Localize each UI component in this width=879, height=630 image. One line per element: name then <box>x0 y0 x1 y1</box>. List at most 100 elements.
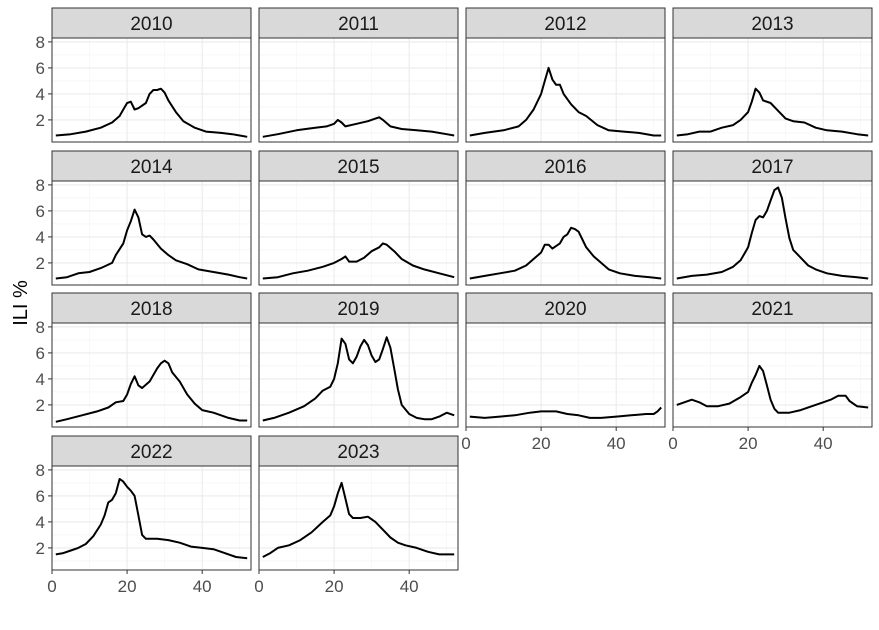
facet-panel-2011: 2011 <box>258 7 459 143</box>
panel-background <box>466 323 665 427</box>
facet-strip-label: 2012 <box>544 14 586 35</box>
facet-strip-label: 2014 <box>130 157 173 178</box>
facet-strip <box>672 292 873 324</box>
facet-strip <box>51 435 252 467</box>
panel-background <box>52 323 251 427</box>
series-line-2011 <box>262 116 455 138</box>
facet-strip-label: 2011 <box>338 14 379 35</box>
panel-background <box>259 181 458 285</box>
facet-strip <box>51 292 252 324</box>
facet-strip <box>465 150 666 182</box>
facet-strip-label: 2020 <box>544 299 586 320</box>
x-tick-label: 0 <box>461 434 470 453</box>
y-tick-label: 6 <box>36 487 45 506</box>
y-tick-label: 8 <box>36 318 45 337</box>
panel-border <box>672 322 873 428</box>
panel-background <box>673 38 872 142</box>
series-line-2019 <box>262 336 455 422</box>
panel-border <box>672 37 873 143</box>
facet-strip-label: 2015 <box>337 157 379 178</box>
x-tick-label: 20 <box>325 577 344 596</box>
facet-panel-2017: 2017 <box>672 150 873 286</box>
series-line-2022 <box>55 478 248 560</box>
y-tick-label: 6 <box>36 344 45 363</box>
panel-border <box>51 465 252 571</box>
panel-background <box>466 181 665 285</box>
facet-strip-label: 2017 <box>751 157 793 178</box>
y-axis-title: ILI % <box>10 280 32 326</box>
series-line-2021 <box>676 364 869 414</box>
panel-border <box>465 180 666 286</box>
panel-border <box>51 322 252 428</box>
y-tick-label: 2 <box>36 539 45 558</box>
facet-strip <box>51 150 252 182</box>
panel-border <box>672 180 873 286</box>
panel-border <box>465 37 666 143</box>
y-tick-label: 8 <box>36 176 45 195</box>
y-tick-label: 6 <box>36 202 45 221</box>
panel-border <box>258 180 459 286</box>
y-tick-label: 8 <box>36 33 45 52</box>
panel-background <box>673 181 872 285</box>
facet-panel-2020: 2020 0 20 40 <box>461 292 666 453</box>
facet-strip <box>465 7 666 39</box>
panel-border <box>51 180 252 286</box>
facet-panel-2015: 2015 <box>258 150 459 286</box>
series-line-2014 <box>55 208 248 280</box>
facet-strip <box>258 435 459 467</box>
facet-panel-2021: 2021 0 20 40 <box>668 292 873 453</box>
facet-strip <box>465 292 666 324</box>
y-tick-label: 4 <box>36 370 45 389</box>
panel-background <box>259 38 458 142</box>
panel-border <box>258 37 459 143</box>
facet-strip <box>51 7 252 39</box>
panel-background <box>673 323 872 427</box>
x-tick-label: 0 <box>47 577 56 596</box>
y-tick-label: 6 <box>36 59 45 78</box>
x-tick-label: 20 <box>532 434 551 453</box>
facet-strip-label: 2016 <box>544 157 586 178</box>
x-tick-label: 20 <box>739 434 758 453</box>
y-tick-label: 4 <box>36 85 45 104</box>
series-line-2020 <box>469 406 662 419</box>
series-line-2010 <box>55 87 248 138</box>
series-line-2018 <box>55 359 248 423</box>
facet-panel-2010: 2010 2 4 6 8 <box>36 7 252 143</box>
y-tick-label: 8 <box>36 461 45 480</box>
panel-border <box>51 37 252 143</box>
facet-strip-label: 2010 <box>130 14 172 35</box>
facet-panel-2013: 2013 <box>672 7 873 143</box>
facet-strip-label: 2021 <box>751 299 793 320</box>
panel-background <box>466 38 665 142</box>
series-line-2016 <box>469 226 662 280</box>
facet-panel-2022: 2022 2 4 6 8 0 20 40 <box>36 435 252 596</box>
x-tick-label: 40 <box>814 434 833 453</box>
x-tick-label: 0 <box>254 577 263 596</box>
panel-border <box>465 322 666 428</box>
x-tick-label: 40 <box>400 577 419 596</box>
facet-strip-label: 2023 <box>337 442 379 463</box>
facet-strip-label: 2022 <box>130 442 172 463</box>
panel-border <box>258 322 459 428</box>
panel-background <box>52 181 251 285</box>
panel-border <box>258 465 459 571</box>
series-line-2013 <box>676 87 869 137</box>
series-line-2023 <box>262 481 455 558</box>
facet-panel-2016: 2016 <box>465 150 666 286</box>
facet-strip <box>258 292 459 324</box>
facet-strip-label: 2013 <box>751 14 793 35</box>
facet-strip-label: 2019 <box>337 299 379 320</box>
series-line-2017 <box>676 186 869 280</box>
y-tick-label: 2 <box>36 254 45 273</box>
x-tick-label: 40 <box>193 577 212 596</box>
panel-background <box>52 466 251 570</box>
facet-panel-2012: 2012 <box>465 7 666 143</box>
series-line-2012 <box>469 66 662 137</box>
y-tick-label: 4 <box>36 513 45 532</box>
panel-background <box>259 323 458 427</box>
y-tick-label: 2 <box>36 396 45 415</box>
x-tick-label: 20 <box>118 577 137 596</box>
series-line-2015 <box>262 242 455 280</box>
facet-strip-label: 2018 <box>130 299 172 320</box>
